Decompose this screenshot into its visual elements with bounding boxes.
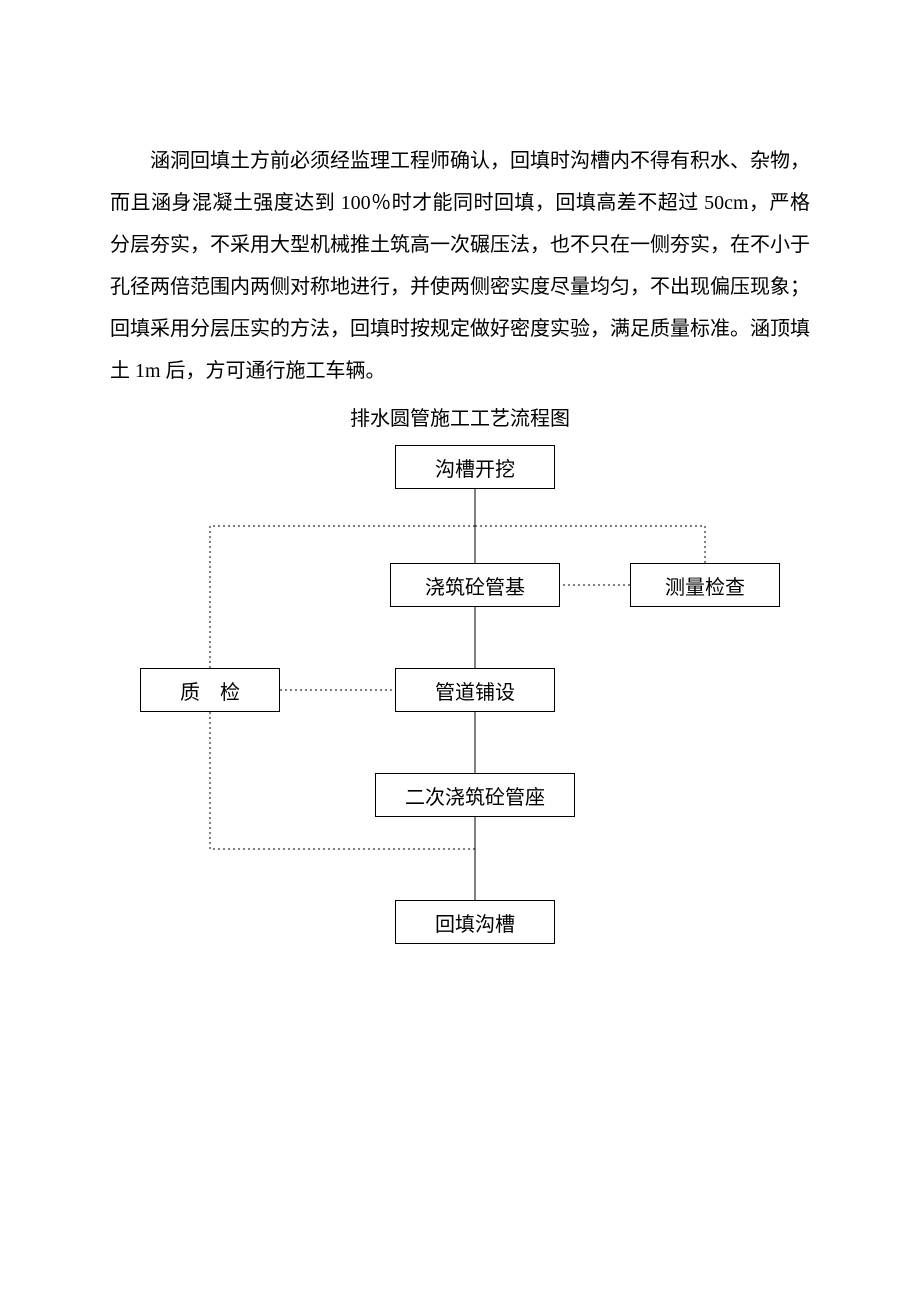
flow-node-n7: 回填沟槽 [395, 900, 555, 944]
flow-node-n3: 测量检查 [630, 563, 780, 607]
flow-node-n1: 沟槽开挖 [395, 445, 555, 489]
flow-node-n2: 浇筑砼管基 [390, 563, 560, 607]
flowchart-title: 排水圆管施工工艺流程图 [110, 402, 810, 431]
body-paragraph: 涵洞回填土方前必须经监理工程师确认，回填时沟槽内不得有积水、杂物，而且涵身混凝土… [110, 140, 810, 392]
flow-node-n5: 管道铺设 [395, 668, 555, 712]
flowchart: 沟槽开挖浇筑砼管基 测量检查质 检 管道铺设二次浇筑砼管座回填沟槽 [110, 445, 810, 1005]
flow-node-n6: 二次浇筑砼管座 [375, 773, 575, 817]
flow-node-n4: 质 检 [140, 668, 280, 712]
